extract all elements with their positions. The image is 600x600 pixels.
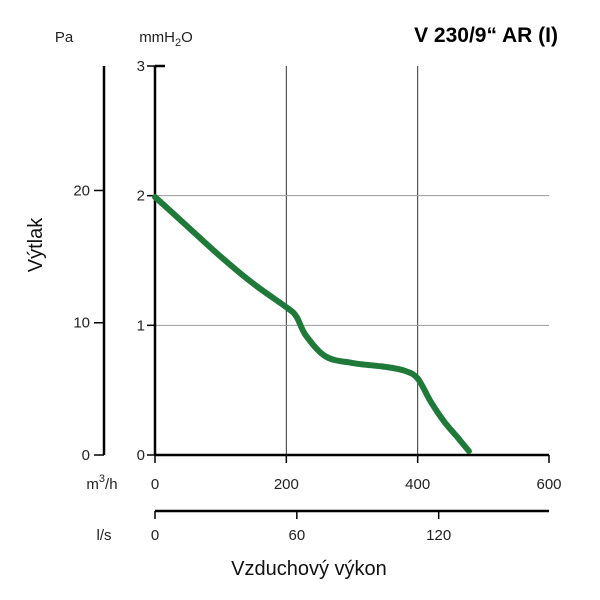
chart-title: V 230/9“ AR (I) [414, 24, 558, 47]
x-tick-label: 200 [274, 476, 299, 493]
y-tick-label: 0 [137, 447, 145, 464]
grid [155, 66, 549, 455]
y-unit-pa: Pa [55, 29, 74, 46]
x-unit-ls: l/s [97, 527, 112, 544]
series-line [152, 194, 472, 455]
series [152, 194, 472, 455]
ls-tick-label: 60 [288, 527, 305, 544]
x-axis-title: Vzduchový výkon [231, 558, 387, 580]
ls-tick-label: 0 [151, 527, 159, 544]
x-tick-label: 0 [151, 476, 159, 493]
pa-tick-label: 20 [73, 182, 90, 199]
ls-tick-label: 120 [426, 527, 451, 544]
x-tick-label: 400 [405, 476, 430, 493]
y-tick-label: 1 [137, 317, 145, 334]
y-axis-title: Výtlak [25, 217, 47, 272]
x-unit-m3h: m3/h [86, 473, 117, 493]
pa-tick-label: 10 [73, 315, 90, 332]
y-tick-label: 2 [137, 188, 145, 205]
axes [94, 64, 550, 519]
y-tick-label: 3 [137, 58, 145, 75]
pa-tick-label: 0 [82, 447, 90, 464]
y-unit-mmh2o: mmH2O [139, 29, 193, 49]
x-tick-label: 600 [536, 476, 561, 493]
